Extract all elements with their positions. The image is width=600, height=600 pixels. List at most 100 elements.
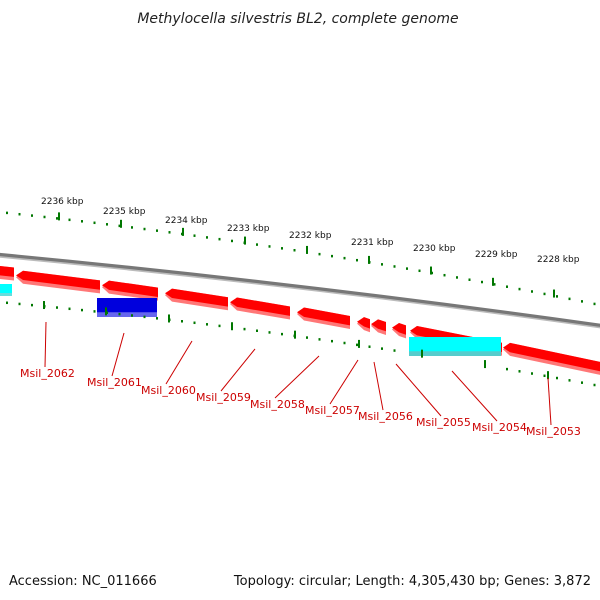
tick-dot — [268, 245, 271, 248]
gene-block-cyan[interactable] — [409, 337, 501, 356]
gene-block[interactable] — [392, 322, 406, 339]
tick-dot — [143, 227, 146, 231]
gene-label[interactable]: Msil_2054 — [472, 421, 527, 434]
gene-block[interactable] — [0, 265, 14, 281]
leader-line — [44, 321, 47, 368]
tick-dot — [556, 376, 558, 380]
gene-block[interactable] — [230, 297, 290, 320]
gene-label[interactable]: Msil_2059 — [196, 391, 251, 404]
tick-dot — [206, 323, 208, 326]
tick-dot — [356, 258, 358, 262]
label-leaders — [44, 321, 552, 426]
tick-dot — [581, 300, 583, 303]
tick-dot — [381, 347, 383, 350]
tick-dot — [143, 315, 146, 319]
kbp-label: 2236 kbp — [41, 197, 84, 207]
tick-dot — [168, 231, 171, 234]
gene-block-blue[interactable] — [97, 298, 157, 317]
gene-block[interactable] — [371, 319, 386, 335]
tick-dot — [356, 343, 358, 347]
tick-dot — [218, 324, 221, 328]
gene-block[interactable] — [503, 342, 600, 377]
tick-dot — [281, 247, 283, 250]
major-tick — [430, 266, 432, 275]
tick-dot — [256, 329, 258, 332]
tick-dot — [581, 381, 583, 384]
tick-dot — [331, 254, 333, 258]
tick-dot — [531, 372, 533, 375]
gene-track — [0, 265, 600, 377]
inner-tick-ring — [6, 301, 596, 387]
major-tick — [368, 255, 370, 264]
gene-block[interactable] — [297, 307, 350, 329]
tick-dot — [456, 276, 458, 279]
tick-dot — [68, 218, 71, 222]
tick-dot — [31, 303, 33, 307]
major-tick — [358, 339, 360, 348]
accession-text: Accession: NC_011666 — [9, 574, 157, 589]
tick-dot — [506, 367, 508, 371]
backbone — [0, 252, 600, 329]
leader-line — [111, 332, 125, 377]
major-tick — [43, 301, 45, 310]
major-tick — [120, 219, 122, 228]
tick-dot — [368, 345, 371, 348]
tick-dot — [331, 339, 333, 343]
gene-block[interactable] — [102, 280, 158, 301]
tick-dot — [193, 321, 196, 325]
leader-line — [165, 340, 193, 385]
tick-dot — [56, 306, 58, 309]
tick-dot — [31, 214, 33, 217]
tick-dot — [256, 243, 258, 246]
tick-dot — [156, 317, 158, 320]
gene-labels: Msil_2062Msil_2061Msil_2060Msil_2059Msil… — [20, 367, 581, 438]
outer-tick-ring — [6, 211, 596, 306]
gene-block-cyan[interactable] — [0, 284, 12, 296]
gene-label[interactable]: Msil_2060 — [141, 384, 196, 397]
major-tick — [484, 360, 486, 369]
tick-dot — [468, 278, 471, 281]
kbp-label: 2228 kbp — [537, 255, 580, 265]
kbp-label: 2230 kbp — [413, 244, 456, 254]
tick-dot — [593, 383, 596, 387]
tick-dot — [543, 374, 546, 378]
genome-title: Methylocella silvestris BL2, complete ge… — [137, 11, 458, 27]
tick-dot — [318, 252, 321, 256]
tick-dot — [281, 332, 283, 336]
gene-label[interactable]: Msil_2061 — [87, 376, 142, 389]
tick-dot — [231, 239, 233, 243]
tick-dot — [481, 280, 483, 284]
gene-block[interactable] — [165, 288, 228, 311]
gene-block[interactable] — [16, 270, 100, 294]
gene-label[interactable]: Msil_2053 — [526, 425, 581, 438]
gene-label[interactable]: Msil_2058 — [250, 398, 305, 411]
major-tick — [105, 307, 107, 316]
tick-dot — [406, 267, 408, 270]
tick-dot — [18, 212, 21, 216]
major-tick — [306, 245, 308, 254]
gene-label[interactable]: Msil_2056 — [358, 410, 413, 423]
major-tick — [231, 322, 233, 331]
kbp-label: 2232 kbp — [289, 231, 332, 241]
gene-label[interactable]: Msil_2062 — [20, 367, 75, 380]
gene-block[interactable] — [357, 317, 370, 333]
tick-dot — [593, 302, 596, 306]
gene-label[interactable]: Msil_2055 — [416, 416, 471, 429]
tick-dot — [93, 310, 96, 313]
tick-dot — [343, 256, 346, 260]
tick-dot — [218, 237, 221, 241]
major-tick — [294, 330, 296, 339]
gene-label[interactable]: Msil_2057 — [305, 404, 360, 417]
leader-line — [451, 370, 498, 422]
major-tick — [553, 289, 555, 298]
tick-dot — [293, 248, 296, 252]
kbp-label: 2233 kbp — [227, 224, 270, 234]
leader-line — [220, 348, 256, 392]
kbp-label: 2234 kbp — [165, 216, 208, 226]
tick-dot — [6, 211, 8, 215]
tick-dot — [506, 285, 508, 288]
tick-dot — [118, 224, 121, 228]
major-tick — [168, 314, 170, 323]
tick-dot — [543, 292, 546, 296]
